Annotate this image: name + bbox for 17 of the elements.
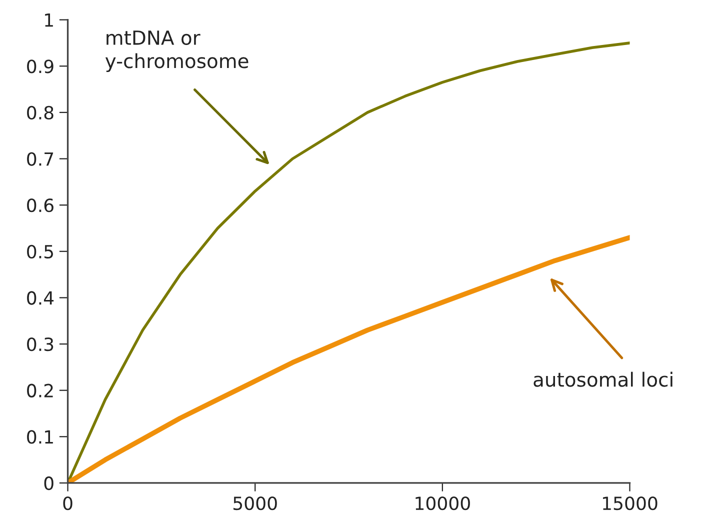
x-tick-label: 15000 — [603, 496, 658, 510]
y-tick-label: 0.1 — [27, 430, 53, 444]
y-tick-label: 0.9 — [27, 60, 54, 74]
x-tick-label: 10000 — [416, 496, 470, 510]
y-tick-label: 0.7 — [27, 152, 54, 166]
y-tick-label: 0.2 — [27, 384, 53, 398]
y-tick-label: 0.4 — [27, 291, 54, 305]
y-tick-label: 0.6 — [27, 198, 54, 212]
annotation: mtDNA or y-chromosome — [105, 30, 248, 72]
y-tick-label: 0.5 — [27, 244, 54, 258]
y-tick-label: 1 — [45, 13, 53, 27]
annotation: autosomal loci — [534, 372, 672, 387]
y-tick-label: 0 — [44, 476, 54, 490]
y-tick-label: 0.8 — [27, 106, 54, 120]
y-tick-label: 0.3 — [27, 337, 54, 352]
x-tick-label: 0 — [63, 496, 72, 510]
x-tick-label: 5000 — [234, 496, 277, 510]
